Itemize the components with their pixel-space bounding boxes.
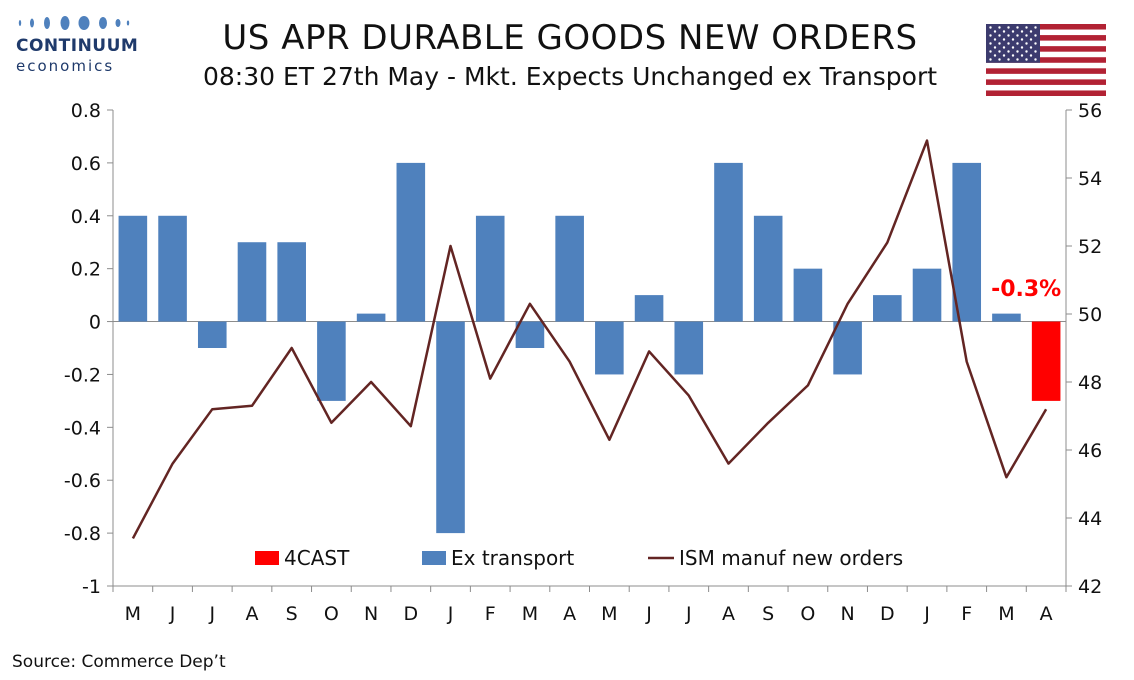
left-tick-label: -0.2 xyxy=(64,364,101,386)
ex-transport-bar xyxy=(873,295,902,322)
right-tick-label: 46 xyxy=(1078,440,1102,462)
ex-transport-bar xyxy=(197,321,227,348)
left-tick-label: -1 xyxy=(82,576,101,598)
left-tick-label: 0.6 xyxy=(71,153,101,175)
ex-transport-bar xyxy=(555,215,584,322)
x-tick-label: J xyxy=(645,603,652,625)
ex-transport-bar xyxy=(793,268,823,322)
ex-transport-bar xyxy=(912,268,942,322)
ex-transport-bar xyxy=(634,295,664,322)
logo-dots-icon xyxy=(18,16,130,30)
left-tick-label: 0.2 xyxy=(71,259,101,281)
left-tick-label: 0.8 xyxy=(71,100,101,122)
chart-title: US APR DURABLE GOODS NEW ORDERS xyxy=(222,18,918,58)
ism-line xyxy=(131,139,1048,539)
x-tick-label: S xyxy=(286,603,298,625)
x-tick-label: A xyxy=(563,603,576,625)
source-note: Source: Commerce Dep’t xyxy=(12,652,226,672)
x-tick-label: A xyxy=(245,603,258,625)
x-tick-label: M xyxy=(998,603,1014,625)
x-tick-label: J xyxy=(169,603,176,625)
ex-transport-bar xyxy=(714,162,743,322)
ex-transport-bar xyxy=(753,215,783,322)
x-tick-label: M xyxy=(601,603,617,625)
left-tick-label: -0.8 xyxy=(64,523,101,545)
right-tick-label: 56 xyxy=(1078,100,1102,122)
left-tick-label: 0.4 xyxy=(71,206,101,228)
x-tick-label: N xyxy=(364,603,378,625)
ex-transport-bar xyxy=(158,215,187,322)
legend-swatch-ex-transport xyxy=(422,551,446,565)
left-tick-label: 0 xyxy=(89,312,101,334)
ex-transport-bar xyxy=(992,313,1021,322)
ex-transport-bar xyxy=(515,321,545,348)
x-tick-label: J xyxy=(447,603,454,625)
forecast-bar xyxy=(1031,321,1061,401)
x-tick-label: O xyxy=(800,603,815,625)
continuum-logo: CONTINUUM economics xyxy=(14,12,144,75)
right-tick-label: 52 xyxy=(1078,236,1102,258)
x-tick-label: N xyxy=(840,603,854,625)
right-tick-label: 42 xyxy=(1078,576,1102,598)
x-tick-label: J xyxy=(685,603,692,625)
logo-subtitle: economics xyxy=(16,57,115,75)
x-tick-label: M xyxy=(125,603,141,625)
ex-transport-bar xyxy=(118,215,148,322)
ex-transport-bar xyxy=(396,162,426,322)
right-tick-label: 48 xyxy=(1078,372,1102,394)
us-flag-icon xyxy=(986,24,1106,96)
ex-transport-bar xyxy=(952,162,982,322)
legend-label-ex-transport: Ex transport xyxy=(451,546,574,570)
ex-transport-bar xyxy=(436,321,465,534)
x-tick-label: D xyxy=(403,603,418,625)
ex-transport-bar xyxy=(237,242,267,322)
chart-subtitle: 08:30 ET 27th May - Mkt. Expects Unchang… xyxy=(202,62,938,91)
right-tick-label: 50 xyxy=(1078,304,1102,326)
ex-transport-bar xyxy=(475,215,505,322)
legend-label-ism: ISM manuf new orders xyxy=(679,546,903,570)
forecast-annotation: -0.3% xyxy=(991,277,1061,302)
left-tick-label: -0.6 xyxy=(64,470,101,492)
right-tick-label: 54 xyxy=(1078,168,1102,190)
x-tick-label: A xyxy=(1040,603,1053,625)
ex-transport-bar xyxy=(356,313,386,322)
ex-transport-bar xyxy=(317,321,346,401)
legend-swatch-4cast xyxy=(255,551,279,565)
x-tick-label: F xyxy=(485,603,496,625)
x-tick-label: J xyxy=(208,603,215,625)
x-tick-label: F xyxy=(961,603,972,625)
x-tick-label: D xyxy=(880,603,895,625)
ex-transport-bar xyxy=(277,242,306,322)
left-tick-label: -0.4 xyxy=(64,417,101,439)
right-tick-label: 44 xyxy=(1078,508,1102,530)
x-tick-label: M xyxy=(522,603,538,625)
x-tick-label: A xyxy=(722,603,735,625)
ex-transport-bar xyxy=(674,321,704,375)
x-tick-label: S xyxy=(762,603,774,625)
x-tick-label: J xyxy=(923,603,930,625)
x-tick-label: O xyxy=(324,603,339,625)
ex-transport-bar xyxy=(595,321,624,375)
logo-name: CONTINUUM xyxy=(16,36,139,56)
ex-transport-bar xyxy=(833,321,862,375)
legend-label-4cast: 4CAST xyxy=(284,546,350,570)
